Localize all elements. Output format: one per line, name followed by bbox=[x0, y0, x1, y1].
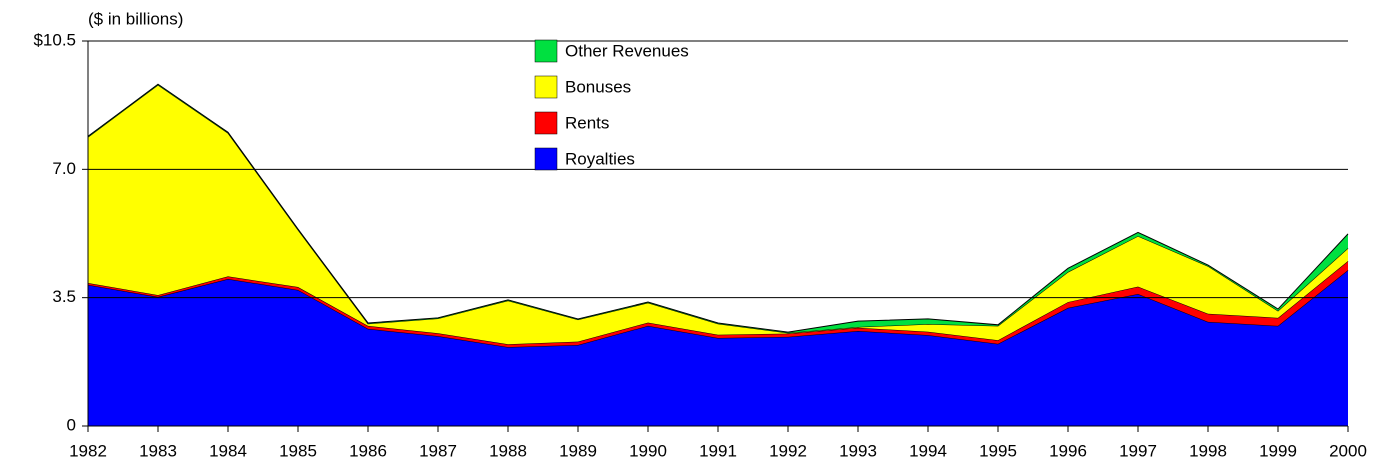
x-tick-label: 1988 bbox=[489, 441, 527, 460]
x-tick-label: 1985 bbox=[279, 441, 317, 460]
x-tick-label: 1990 bbox=[629, 441, 667, 460]
x-tick-label: 2000 bbox=[1329, 441, 1367, 460]
y-tick-label: $10.5 bbox=[33, 30, 76, 49]
legend-swatch bbox=[534, 75, 558, 99]
area bbox=[88, 261, 1348, 348]
legend-swatch bbox=[534, 147, 558, 171]
x-tick-label: 1998 bbox=[1189, 441, 1227, 460]
x-tick-label: 1986 bbox=[349, 441, 387, 460]
x-tick-label: 1989 bbox=[559, 441, 597, 460]
x-tick-label: 1982 bbox=[69, 441, 107, 460]
x-tick-label: 1996 bbox=[1049, 441, 1087, 460]
x-tick-label: 1983 bbox=[139, 441, 177, 460]
legend-label: Rents bbox=[565, 113, 609, 132]
x-tick-label: 1997 bbox=[1119, 441, 1157, 460]
x-tick-label: 1999 bbox=[1259, 441, 1297, 460]
y-tick-label: 7.0 bbox=[52, 159, 76, 178]
legend-label: Bonuses bbox=[565, 77, 631, 96]
legend-swatch bbox=[534, 39, 558, 63]
x-tick-label: 1991 bbox=[699, 441, 737, 460]
legend-swatch bbox=[534, 111, 558, 135]
x-tick-label: 1993 bbox=[839, 441, 877, 460]
x-tick-label: 1992 bbox=[769, 441, 807, 460]
y-tick-label: 0 bbox=[67, 415, 76, 434]
y-tick-label: 3.5 bbox=[52, 287, 76, 306]
y-axis-label: ($ in billions) bbox=[88, 9, 183, 28]
legend-label: Other Revenues bbox=[565, 41, 689, 60]
x-tick-label: 1987 bbox=[419, 441, 457, 460]
x-tick-label: 1995 bbox=[979, 441, 1017, 460]
x-tick-label: 1984 bbox=[209, 441, 247, 460]
area-outline bbox=[87, 83, 1349, 333]
area bbox=[88, 270, 1348, 426]
legend-label: Royalties bbox=[565, 149, 635, 168]
x-tick-label: 1994 bbox=[909, 441, 947, 460]
